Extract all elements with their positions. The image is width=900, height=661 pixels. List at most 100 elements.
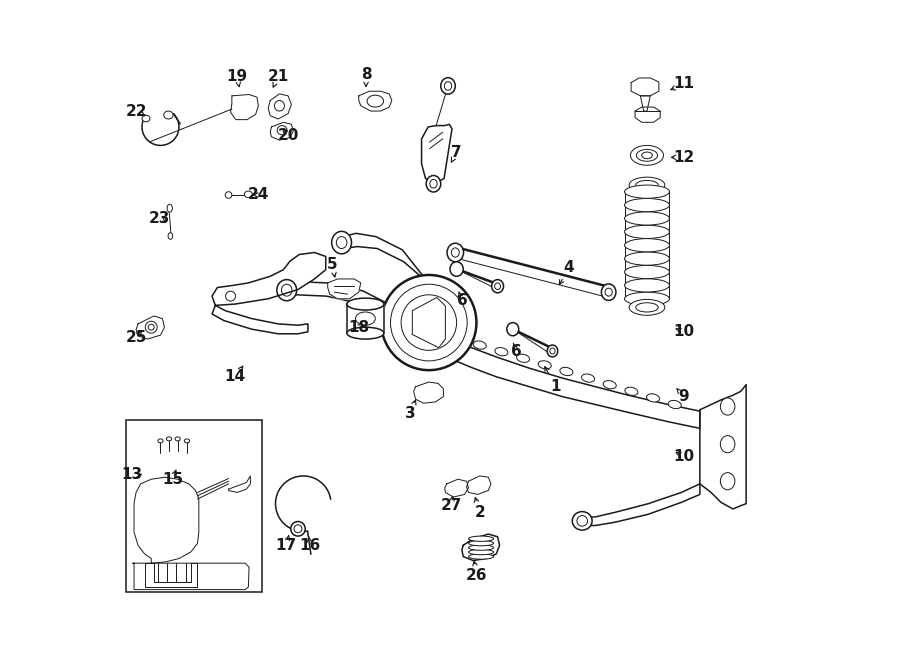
Polygon shape: [445, 479, 469, 497]
Ellipse shape: [337, 237, 347, 249]
Text: 10: 10: [673, 325, 695, 339]
Polygon shape: [631, 78, 659, 96]
Ellipse shape: [572, 512, 592, 530]
Ellipse shape: [346, 298, 384, 310]
Text: 17: 17: [275, 538, 297, 553]
Text: 10: 10: [673, 449, 695, 463]
Ellipse shape: [168, 233, 173, 239]
Polygon shape: [230, 95, 258, 120]
Ellipse shape: [332, 231, 352, 254]
Polygon shape: [134, 477, 199, 563]
Text: 11: 11: [673, 77, 695, 91]
Ellipse shape: [625, 185, 670, 198]
Ellipse shape: [631, 145, 663, 165]
Ellipse shape: [605, 288, 612, 296]
Text: 13: 13: [121, 467, 142, 482]
Ellipse shape: [495, 283, 500, 290]
Text: 14: 14: [225, 369, 246, 384]
Ellipse shape: [447, 243, 464, 262]
Ellipse shape: [538, 361, 552, 369]
Ellipse shape: [625, 292, 670, 305]
Ellipse shape: [430, 180, 437, 188]
Polygon shape: [641, 96, 651, 111]
Ellipse shape: [469, 541, 493, 546]
Ellipse shape: [642, 152, 652, 159]
Text: 5: 5: [327, 257, 338, 272]
Ellipse shape: [560, 368, 573, 375]
Ellipse shape: [294, 525, 302, 533]
Text: 3: 3: [405, 406, 416, 420]
Ellipse shape: [625, 225, 670, 239]
Ellipse shape: [581, 374, 595, 382]
Ellipse shape: [226, 291, 236, 301]
Polygon shape: [635, 107, 661, 122]
Ellipse shape: [507, 323, 518, 336]
Text: 19: 19: [227, 69, 248, 83]
Ellipse shape: [356, 312, 375, 325]
Ellipse shape: [148, 325, 154, 330]
Text: 6: 6: [510, 344, 521, 359]
Text: 9: 9: [679, 389, 689, 404]
Ellipse shape: [346, 327, 384, 339]
Ellipse shape: [625, 198, 670, 212]
Ellipse shape: [469, 549, 493, 555]
Ellipse shape: [720, 436, 735, 453]
Ellipse shape: [720, 398, 735, 415]
Ellipse shape: [167, 204, 173, 212]
Ellipse shape: [668, 401, 681, 408]
Ellipse shape: [469, 545, 493, 550]
Text: 20: 20: [277, 128, 299, 143]
Text: 6: 6: [456, 293, 467, 308]
Ellipse shape: [636, 149, 658, 161]
Polygon shape: [268, 94, 292, 119]
Ellipse shape: [625, 279, 670, 292]
Ellipse shape: [282, 284, 292, 296]
Ellipse shape: [603, 381, 616, 389]
Text: 8: 8: [361, 67, 372, 81]
Polygon shape: [136, 316, 165, 339]
Ellipse shape: [469, 554, 493, 559]
Ellipse shape: [629, 177, 665, 193]
FancyBboxPatch shape: [126, 420, 262, 592]
Ellipse shape: [451, 248, 459, 257]
Text: 1: 1: [551, 379, 561, 394]
Ellipse shape: [145, 321, 158, 333]
Ellipse shape: [277, 280, 297, 301]
Ellipse shape: [450, 262, 464, 276]
Ellipse shape: [367, 95, 383, 107]
Text: 23: 23: [148, 211, 170, 225]
Ellipse shape: [142, 115, 150, 122]
Ellipse shape: [231, 578, 239, 586]
Polygon shape: [212, 253, 326, 305]
Ellipse shape: [445, 81, 452, 90]
Ellipse shape: [625, 265, 670, 279]
Polygon shape: [466, 476, 491, 494]
Ellipse shape: [291, 522, 305, 536]
Text: 18: 18: [348, 320, 369, 334]
Text: 24: 24: [248, 188, 269, 202]
Text: 4: 4: [563, 260, 574, 275]
Polygon shape: [328, 279, 361, 299]
Polygon shape: [359, 91, 392, 111]
Polygon shape: [287, 282, 392, 319]
Ellipse shape: [547, 345, 558, 357]
Polygon shape: [343, 233, 432, 286]
Polygon shape: [132, 563, 249, 590]
Polygon shape: [421, 124, 452, 184]
Text: 12: 12: [673, 150, 695, 165]
Ellipse shape: [495, 348, 508, 356]
Ellipse shape: [427, 176, 441, 192]
Text: 22: 22: [125, 104, 147, 118]
Polygon shape: [270, 122, 293, 140]
Ellipse shape: [635, 303, 658, 312]
Ellipse shape: [166, 437, 172, 441]
Ellipse shape: [646, 394, 660, 402]
Circle shape: [401, 295, 456, 350]
Ellipse shape: [720, 473, 735, 490]
Ellipse shape: [469, 536, 493, 541]
Polygon shape: [212, 305, 308, 334]
Ellipse shape: [441, 77, 455, 94]
Polygon shape: [346, 304, 384, 333]
Ellipse shape: [577, 516, 588, 526]
Ellipse shape: [625, 212, 670, 225]
